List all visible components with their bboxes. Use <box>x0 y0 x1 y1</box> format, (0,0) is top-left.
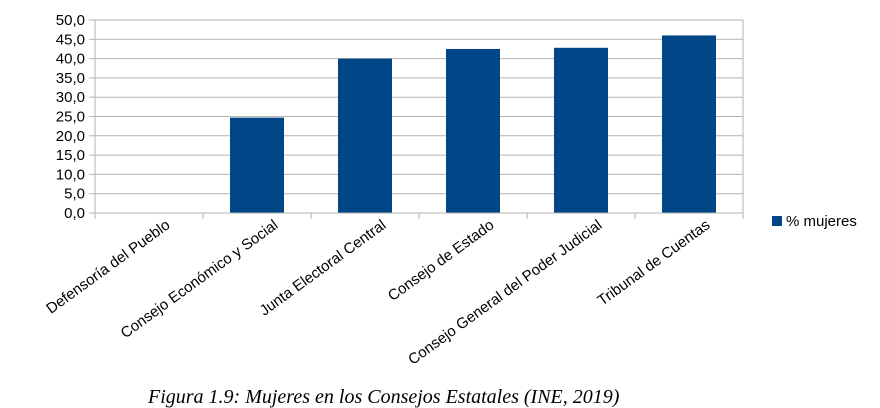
figure-caption: Figura 1.9: Mujeres en los Consejos Esta… <box>148 386 620 408</box>
y-tick-label: 30,0 <box>56 89 85 106</box>
y-tick-label: 5,0 <box>64 186 85 203</box>
y-tick-label: 50,0 <box>56 12 85 29</box>
bar <box>338 58 392 213</box>
bar <box>554 47 608 214</box>
axes <box>94 20 744 219</box>
legend-swatch <box>772 216 782 226</box>
y-tick-label: 35,0 <box>56 70 85 87</box>
y-tick-label: 15,0 <box>56 147 85 164</box>
legend: % mujeres <box>772 213 857 230</box>
gridlines <box>95 19 743 214</box>
bars <box>230 35 716 214</box>
y-axis-ticks: 0,0 5,0 10,0 15,0 20,0 25,0 30,0 35,0 40,0 45,0 50… <box>56 12 95 222</box>
bar <box>662 35 716 213</box>
y-tick-label: 40,0 <box>56 51 85 68</box>
y-tick-label: 25,0 <box>56 109 85 126</box>
x-category-label: Consejo de Estado <box>385 216 498 304</box>
legend-label: % mujeres <box>786 213 857 230</box>
bar <box>230 117 284 213</box>
y-tick-label: 45,0 <box>56 31 85 48</box>
bar <box>446 48 500 214</box>
y-tick-label: 20,0 <box>56 128 85 145</box>
x-category-label: Tribunal de Cuentas <box>595 216 714 309</box>
x-category-label: Consejo General del Poder Judicial <box>405 216 605 368</box>
y-tick-label: 0,0 <box>64 205 85 222</box>
y-tick-label: 10,0 <box>56 166 85 183</box>
